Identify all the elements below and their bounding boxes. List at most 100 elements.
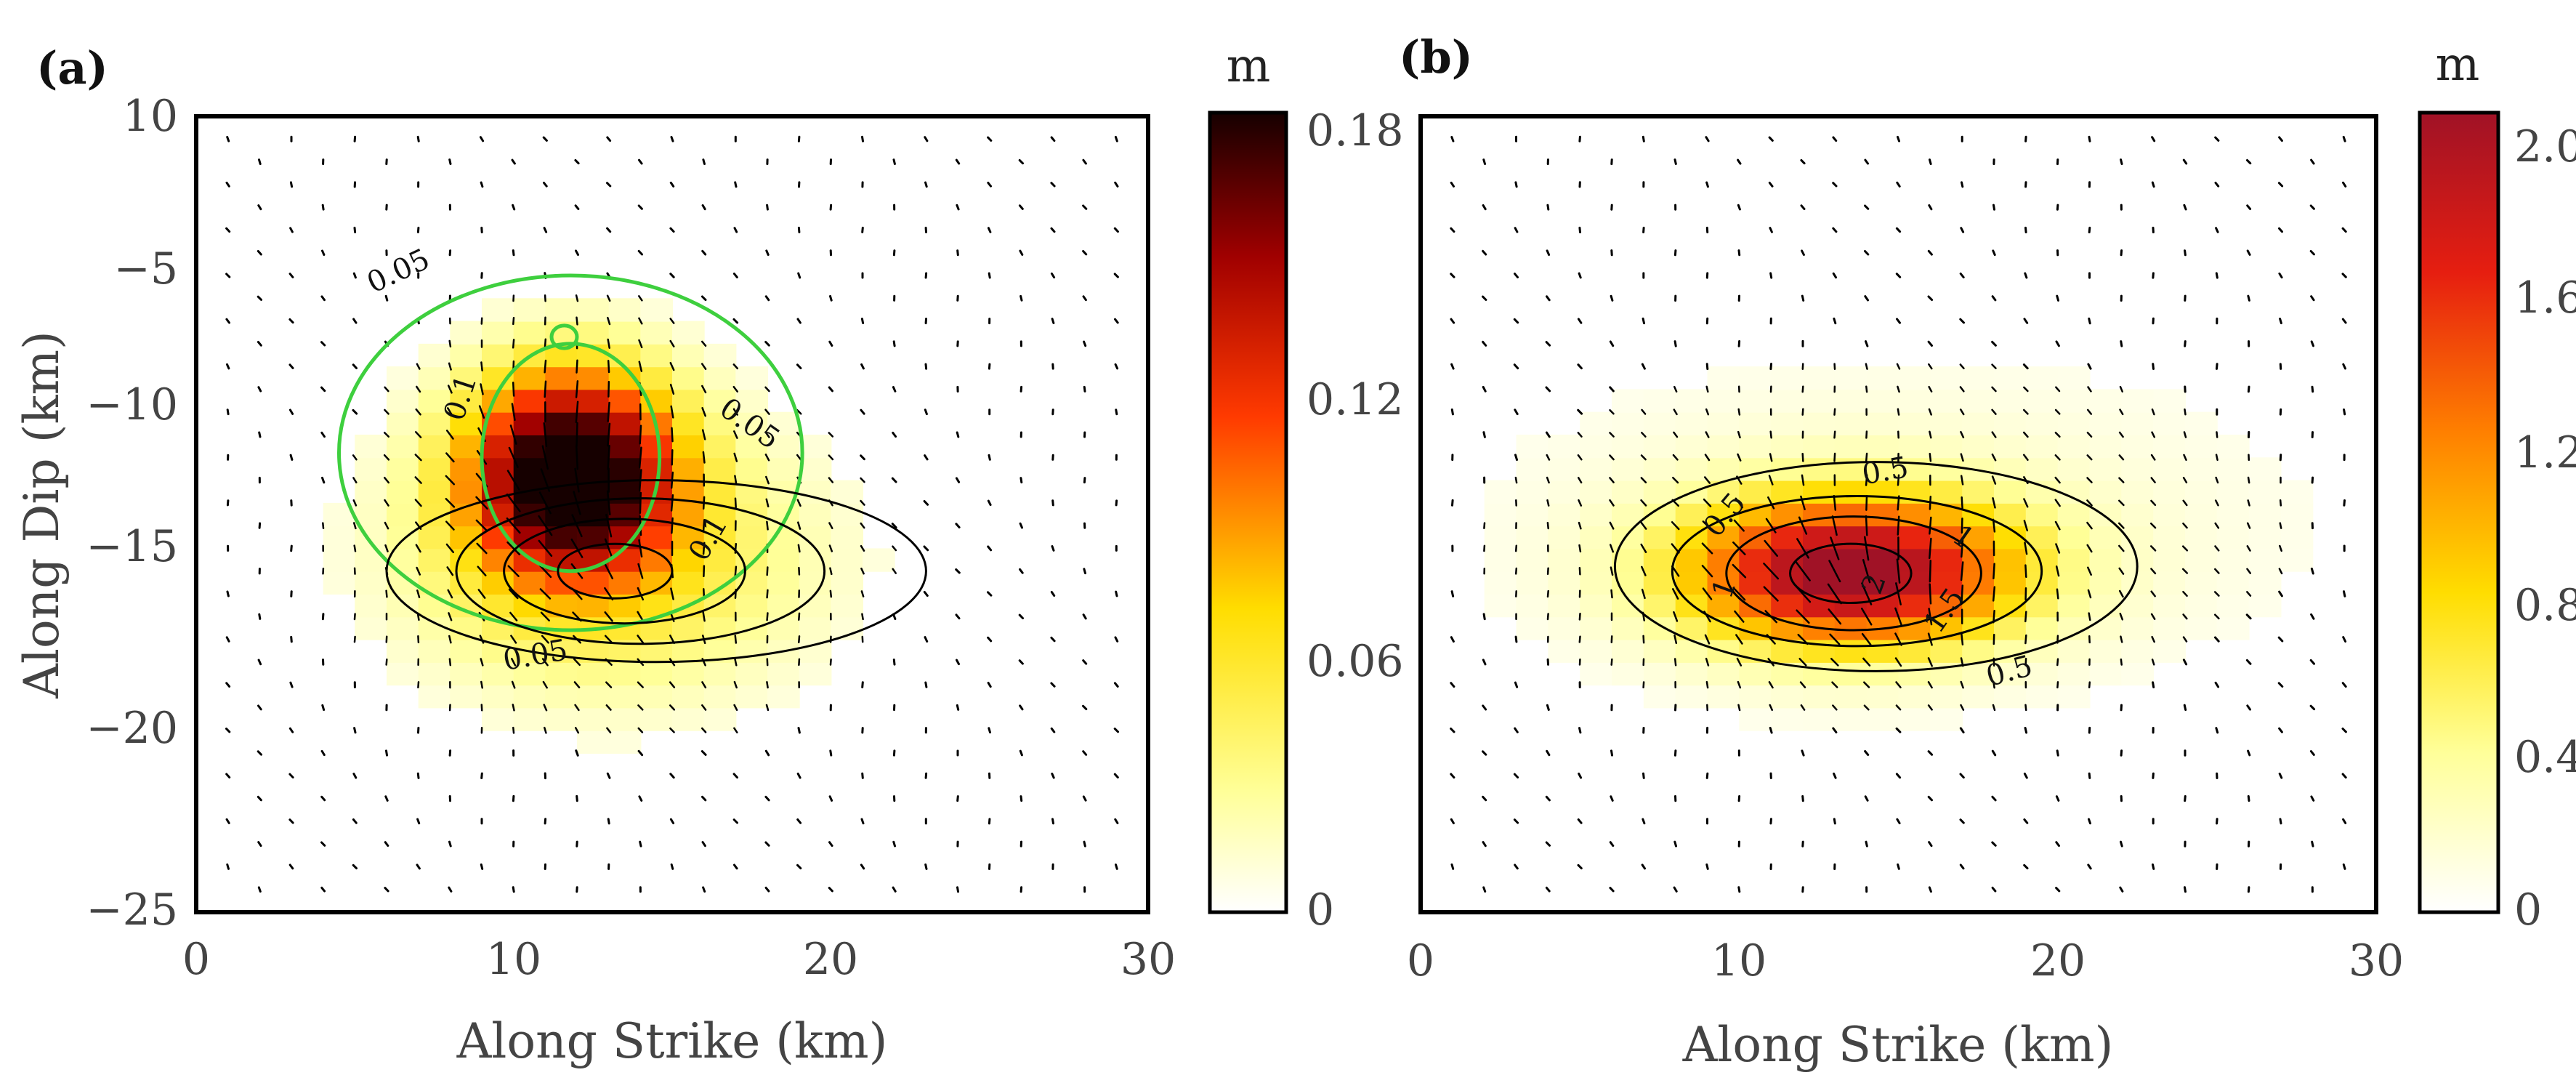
slip-vector — [1641, 863, 1646, 870]
slip-vector — [511, 158, 516, 165]
heat-cell — [418, 411, 451, 435]
slip-vector — [1514, 454, 1518, 462]
slip-vector — [1960, 475, 1964, 486]
slip-vector — [226, 408, 230, 416]
slip-vector — [1578, 272, 1582, 279]
slip-vector — [1768, 475, 1774, 486]
slip-vector — [1609, 887, 1615, 893]
slip-vector — [2054, 431, 2061, 438]
slip-vector — [671, 517, 674, 534]
slip-vector — [2278, 773, 2283, 779]
slip-vector — [225, 818, 230, 824]
slip-vector — [797, 521, 802, 530]
heat-cell — [450, 343, 483, 368]
slip-vector — [445, 520, 455, 531]
slip-vector — [1018, 613, 1024, 619]
heat-cell — [1707, 526, 1740, 549]
heat-cell — [1516, 457, 1549, 481]
slip-vector — [639, 491, 642, 514]
slip-vector — [988, 454, 991, 461]
slip-vector — [1769, 430, 1772, 439]
slip-vector — [2024, 704, 2027, 712]
heat-cell — [608, 661, 642, 686]
heat-cell — [2025, 389, 2059, 413]
heat-cell — [1898, 411, 1931, 435]
slip-vector — [448, 886, 453, 893]
heat-cell — [1643, 616, 1676, 640]
heat-cell — [1898, 366, 1931, 390]
slip-vector — [892, 749, 896, 757]
slip-vector — [1115, 590, 1118, 597]
slip-vector — [669, 273, 675, 278]
slip-vector — [1610, 566, 1614, 576]
slip-vector — [1865, 385, 1868, 393]
slip-vector — [574, 204, 580, 210]
slip-vector — [701, 249, 707, 256]
contour-green — [549, 323, 579, 350]
heat-cell — [1930, 502, 1963, 527]
slip-vector — [1545, 341, 1551, 347]
heat-cell — [1643, 480, 1676, 504]
heat-cell — [831, 571, 863, 595]
x-tick-label: 10 — [486, 934, 541, 985]
slip-vector — [700, 363, 707, 370]
slip-vector — [1020, 294, 1023, 302]
slip-vector — [1673, 840, 1677, 848]
heat-cell — [672, 548, 705, 572]
heat-cell — [2216, 502, 2250, 527]
slip-vector — [1113, 227, 1119, 233]
slip-vector — [1051, 545, 1055, 552]
slip-vector — [2182, 499, 2188, 507]
slip-vector — [2152, 363, 2155, 370]
heat-cell — [2025, 457, 2059, 481]
slip-vector — [2022, 454, 2029, 461]
slip-vector — [1082, 659, 1088, 665]
heat-cell — [1643, 594, 1676, 618]
slip-vector — [2086, 544, 2093, 553]
heat-cell — [1580, 526, 1612, 549]
heat-cell — [2153, 502, 2186, 527]
heat-cell — [1866, 685, 1899, 709]
slip-vector — [2151, 408, 2155, 416]
heat-cell — [1643, 526, 1676, 549]
heat-cell — [2025, 502, 2059, 527]
heat-cell — [2280, 502, 2314, 527]
heat-cell — [1962, 435, 1995, 459]
slip-vector — [1992, 204, 1995, 211]
slip-vector — [320, 886, 326, 893]
heat-cell — [2248, 457, 2282, 481]
slip-vector — [955, 158, 961, 165]
slip-vector — [1050, 636, 1056, 643]
slip-vector — [732, 385, 739, 392]
heat-cell — [482, 685, 514, 709]
slip-vector — [1959, 863, 1965, 870]
slip-vector — [445, 475, 456, 486]
slip-vector — [1610, 294, 1614, 302]
slip-vector — [1735, 634, 1743, 645]
slip-vector — [1673, 158, 1677, 165]
slip-vector — [1798, 516, 1808, 535]
slip-vector — [700, 750, 707, 756]
heat-cell — [2057, 571, 2091, 595]
slip-vector — [2056, 681, 2059, 689]
slip-vector — [1801, 474, 1805, 486]
slip-vector — [669, 181, 675, 188]
slip-vector — [1769, 704, 1773, 712]
slip-vector — [384, 499, 389, 507]
slip-vector — [1673, 385, 1678, 392]
slip-vector — [573, 681, 581, 689]
heat-cell — [1803, 389, 1836, 413]
heat-cell — [482, 343, 514, 368]
slip-vector — [1450, 636, 1455, 643]
slip-vector — [2087, 566, 2092, 576]
slip-vector — [1513, 818, 1519, 824]
slip-vector — [1860, 608, 1873, 626]
slip-vector — [1082, 158, 1087, 165]
heat-cell — [2216, 548, 2250, 572]
slip-vector — [2214, 568, 2220, 574]
slip-vector — [702, 886, 706, 893]
slip-vector — [258, 522, 262, 529]
heat-cell — [1516, 571, 1549, 595]
slip-vector — [2277, 636, 2284, 643]
slip-vector — [1641, 432, 1647, 438]
